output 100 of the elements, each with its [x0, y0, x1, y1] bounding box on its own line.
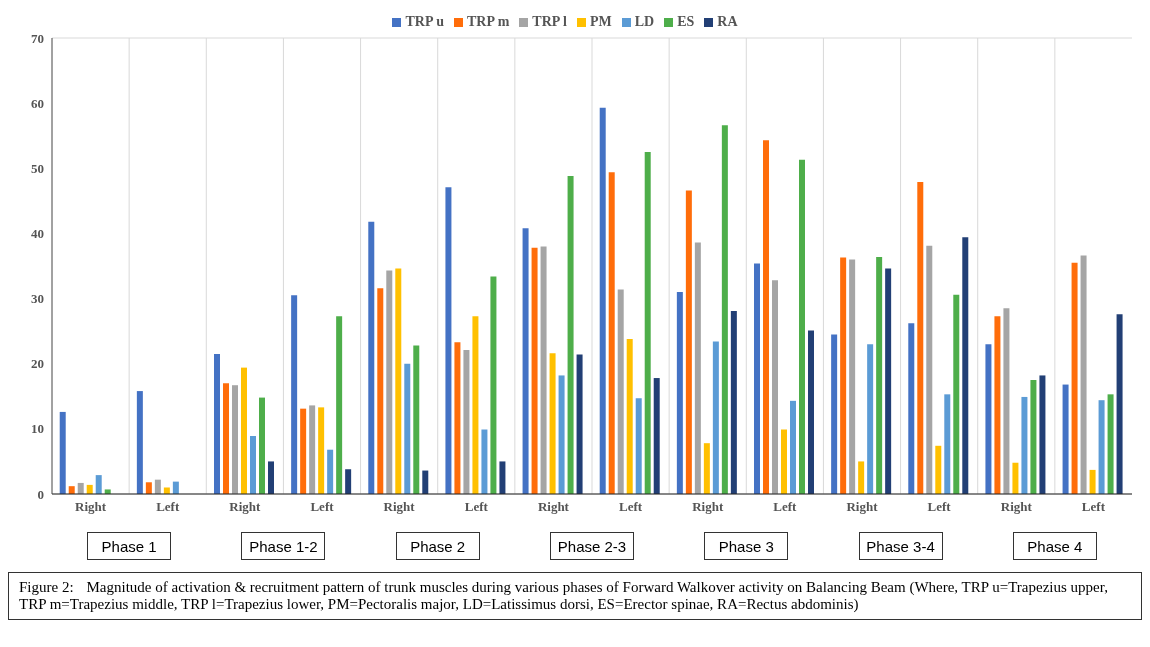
bar — [1003, 308, 1010, 494]
bar — [608, 172, 615, 494]
bar — [232, 385, 238, 494]
bar — [840, 257, 847, 494]
bar — [703, 443, 710, 494]
bar — [558, 375, 565, 494]
y-tick-label: 40 — [31, 226, 44, 242]
bar — [540, 246, 547, 494]
legend-label: TRP l — [532, 14, 567, 29]
bar — [336, 316, 343, 494]
bar — [644, 152, 651, 494]
bar — [223, 383, 229, 494]
bar — [1030, 380, 1037, 494]
bar — [1021, 396, 1028, 494]
bar — [472, 316, 479, 494]
bar — [685, 190, 692, 494]
bar — [309, 405, 316, 494]
bar — [754, 263, 760, 494]
bar — [1039, 375, 1046, 494]
text: Phase 1-2 — [241, 532, 326, 560]
bar — [422, 470, 429, 494]
bar — [499, 461, 506, 494]
x-tick-label: Right — [229, 499, 262, 515]
bar — [300, 408, 307, 494]
bar — [1071, 262, 1078, 494]
text: Phase 2-3 — [550, 532, 634, 560]
x-tick-label: Left — [156, 499, 180, 515]
bar — [712, 341, 719, 494]
x-tick-label: Left — [1081, 499, 1106, 515]
bar — [154, 479, 161, 494]
bar — [136, 391, 143, 494]
bar — [876, 256, 883, 494]
x-tick-label: Left — [310, 499, 335, 515]
bar — [994, 316, 1001, 494]
y-tick-label: 0 — [37, 486, 44, 502]
y-tick-label: 60 — [31, 95, 44, 111]
x-tick-label: Right — [537, 499, 570, 515]
bar — [250, 436, 256, 494]
x-tick-label: Left — [773, 499, 798, 515]
bar — [77, 482, 84, 494]
legend-label: PM — [589, 14, 612, 29]
legend-label: LD — [634, 14, 655, 29]
bar — [721, 125, 728, 494]
x-tick-label: Right — [1000, 499, 1033, 515]
bar — [531, 247, 538, 494]
bar — [59, 411, 66, 494]
bar — [327, 449, 334, 494]
text: Phase 3-4 — [858, 532, 943, 560]
bar — [985, 344, 992, 494]
y-tick-label: 70 — [31, 30, 44, 46]
x-tick-label: Left — [927, 499, 952, 515]
x-tick-label: Right — [846, 499, 879, 515]
bar — [858, 461, 865, 494]
bar — [345, 469, 352, 494]
bar — [386, 270, 393, 494]
bar — [1098, 400, 1105, 494]
bar — [1062, 384, 1069, 494]
bar — [885, 268, 892, 494]
bar — [635, 398, 642, 494]
text: Phase 4 — [1012, 532, 1097, 560]
y-tick-label: 50 — [31, 160, 44, 176]
bar — [867, 344, 874, 494]
bar — [463, 350, 470, 494]
bar — [291, 295, 298, 494]
bar — [617, 289, 624, 494]
bar — [549, 353, 556, 494]
bar — [676, 292, 683, 494]
bar — [567, 176, 574, 494]
bar — [1107, 394, 1114, 494]
bar — [445, 187, 452, 494]
bar — [1089, 469, 1096, 494]
bar — [318, 407, 325, 494]
bar — [808, 330, 814, 494]
bar — [626, 338, 633, 494]
bar — [908, 323, 915, 494]
bar — [413, 345, 420, 494]
bar — [790, 400, 796, 494]
bar — [799, 159, 805, 494]
y-tick-label: 10 — [31, 421, 44, 437]
bar — [259, 397, 265, 494]
x-tick-label: Right — [692, 499, 724, 515]
bar — [481, 429, 488, 494]
bar — [926, 245, 933, 494]
bar — [95, 475, 102, 494]
bar — [694, 242, 701, 494]
bar — [953, 294, 960, 494]
text: Phase 1 — [87, 532, 172, 560]
legend-label: TRP u — [405, 14, 444, 29]
bar — [730, 310, 737, 494]
bar — [377, 288, 384, 494]
bar — [599, 107, 606, 494]
text: Phase 2 — [395, 532, 480, 560]
bar — [944, 394, 951, 494]
bar — [145, 482, 152, 494]
bar — [395, 268, 402, 494]
bar — [962, 237, 969, 494]
bar — [831, 334, 838, 494]
bar — [490, 276, 497, 494]
bar — [772, 280, 778, 494]
bar — [404, 363, 411, 494]
